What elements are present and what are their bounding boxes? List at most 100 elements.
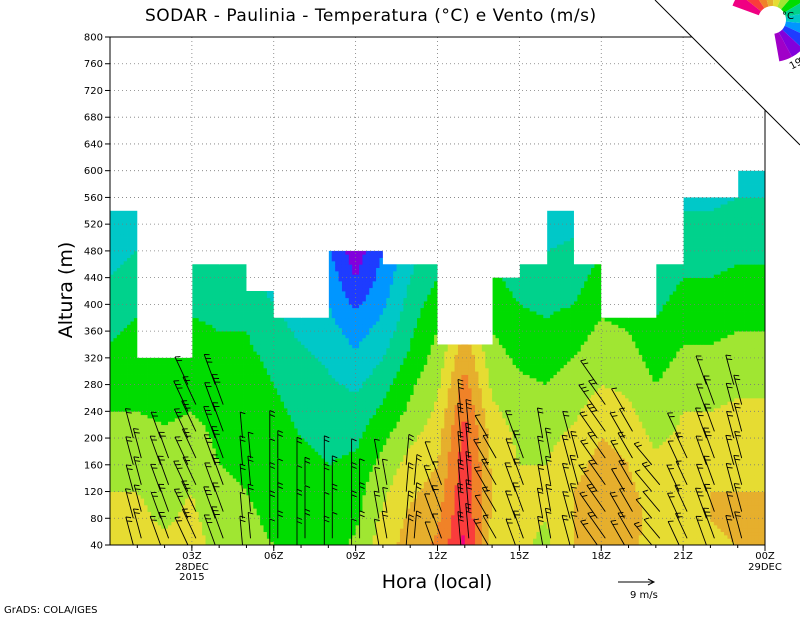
temperature-cell <box>157 407 162 412</box>
temperature-cell <box>246 297 251 302</box>
temperature-cell <box>236 377 241 382</box>
temperature-cell <box>208 324 213 329</box>
temperature-cell <box>137 541 142 546</box>
temperature-cell <box>127 270 131 275</box>
temperature-cell <box>120 474 125 479</box>
temperature-cell <box>137 454 142 459</box>
temperature-cell <box>127 524 131 529</box>
temperature-cell <box>191 494 196 499</box>
temperature-cell <box>167 357 172 362</box>
temperature-cell <box>243 337 247 342</box>
temperature-cell <box>212 274 217 279</box>
temperature-cell <box>215 327 220 332</box>
temperature-cell <box>154 357 159 362</box>
temperature-cell <box>195 394 200 399</box>
temperature-cell <box>212 524 217 529</box>
temperature-cell <box>212 394 217 399</box>
temperature-cell <box>157 451 162 456</box>
temperature-cell <box>144 514 148 519</box>
temperature-cell <box>222 407 227 412</box>
temperature-cell <box>140 407 145 412</box>
temperature-cell <box>219 464 223 469</box>
temperature-cell <box>188 538 193 543</box>
temperature-cell <box>198 434 203 439</box>
temperature-cell <box>167 481 172 486</box>
temperature-cell <box>116 531 121 536</box>
temperature-cell <box>161 474 165 479</box>
temperature-cell <box>260 411 264 416</box>
temperature-cell <box>232 291 237 295</box>
temperature-cell <box>229 424 234 429</box>
temperature-cell <box>130 528 135 533</box>
temperature-cell <box>181 454 186 459</box>
temperature-cell <box>222 438 227 442</box>
temperature-cell <box>208 431 213 436</box>
temperature-cell <box>130 354 135 359</box>
temperature-cell <box>130 387 135 392</box>
temperature-cell <box>202 451 206 456</box>
temperature-cell <box>222 377 227 382</box>
temperature-cell <box>198 387 203 392</box>
temperature-cell <box>239 404 244 409</box>
temperature-cell <box>171 494 176 499</box>
temperature-cell <box>157 501 162 506</box>
temperature-cell <box>212 324 217 329</box>
temperature-cell <box>253 534 258 539</box>
temperature-cell <box>229 317 234 322</box>
temperature-cell <box>181 414 186 419</box>
temperature-cell <box>147 421 152 426</box>
temperature-cell <box>212 317 217 322</box>
temperature-cell <box>253 371 258 375</box>
temperature-cell <box>212 304 217 309</box>
temperature-cell <box>202 301 206 305</box>
temperature-cell <box>225 508 230 512</box>
temperature-cell <box>236 524 241 529</box>
temperature-cell <box>212 468 217 472</box>
temperature-cell <box>127 214 131 218</box>
temperature-cell <box>120 331 125 335</box>
temperature-cell <box>110 341 114 345</box>
temperature-cell <box>127 354 131 359</box>
temperature-cell <box>232 494 237 499</box>
temperature-cell <box>191 304 196 309</box>
temperature-cell <box>123 341 128 345</box>
temperature-cell <box>127 331 131 335</box>
temperature-cell <box>256 458 261 462</box>
temperature-cell <box>232 354 237 359</box>
temperature-cell <box>178 401 183 406</box>
temperature-cell <box>113 321 118 325</box>
temperature-cell <box>116 297 121 302</box>
temperature-cell <box>260 344 264 349</box>
temperature-cell <box>212 518 217 522</box>
temperature-cell <box>164 458 169 462</box>
temperature-cell <box>140 478 145 482</box>
temperature-cell <box>253 324 258 329</box>
temperature-cell <box>253 384 258 389</box>
temperature-cell <box>253 411 258 416</box>
temperature-cell <box>202 444 206 449</box>
temperature-cell <box>140 538 145 543</box>
temperature-cell <box>178 404 183 409</box>
temperature-cell <box>246 478 251 482</box>
temperature-cell <box>161 478 165 482</box>
temperature-cell <box>229 401 234 406</box>
temperature-cell <box>195 538 200 543</box>
temperature-cell <box>120 458 125 462</box>
temperature-cell <box>260 468 264 472</box>
temperature-cell <box>225 531 230 536</box>
temperature-cell <box>144 428 148 432</box>
temperature-cell <box>243 414 247 419</box>
temperature-cell <box>171 471 176 476</box>
temperature-cell <box>225 434 230 439</box>
temperature-cell <box>215 397 220 402</box>
temperature-cell <box>246 407 251 412</box>
temperature-cell <box>130 501 135 506</box>
temperature-cell <box>133 451 138 456</box>
temperature-cell <box>249 468 254 472</box>
temperature-cell <box>236 331 241 335</box>
temperature-cell <box>239 344 244 349</box>
temperature-cell <box>249 441 254 446</box>
temperature-cell <box>191 311 196 315</box>
temperature-cell <box>195 504 200 509</box>
temperature-cell <box>137 357 142 362</box>
